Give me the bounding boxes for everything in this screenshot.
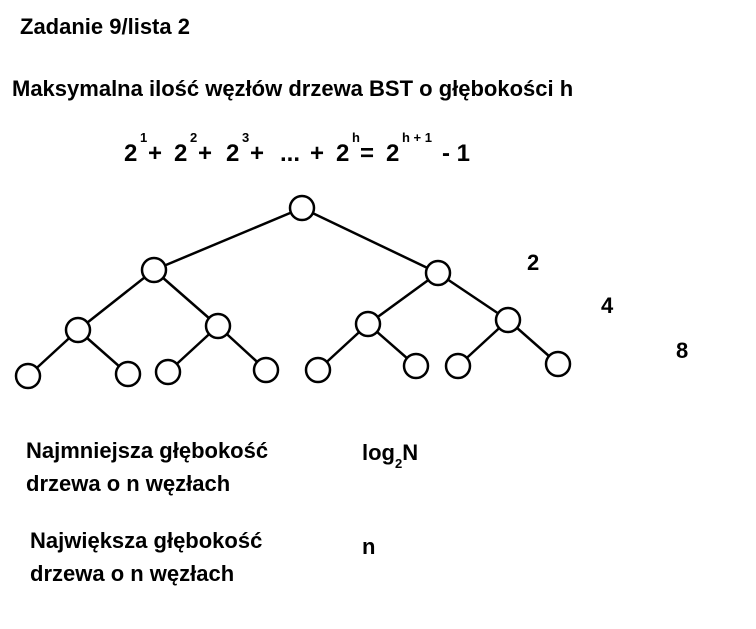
log-argument: N [402,440,419,465]
formula-base-1: 2 [124,140,138,167]
tree-node [114,360,142,388]
tree-nodes [14,194,572,390]
tree-node [288,194,316,222]
tree-node [64,316,92,344]
formula-op-3: + [250,140,265,167]
min-depth-label-line1: Najmniejsza głębokość [26,438,269,463]
max-depth-value: n [362,534,376,559]
formula-ellipsis: ... [280,140,301,167]
formula-base-2: 2 [174,140,188,167]
formula-exp-1: 1 [140,130,148,145]
page-title: Zadanie 9/lista 2 [20,14,190,39]
tree-node [494,306,522,334]
log-base: 2 [395,456,403,471]
formula: 2 1 + 2 2 + 2 3 + ... + 2 h = 2 h + 1 - … [124,130,544,170]
formula-exp-h1: h + 1 [402,130,432,145]
tree-node [424,259,452,287]
tree-node [154,358,182,386]
formula-op-2: + [198,140,213,167]
heading: Maksymalna ilość węzłów drzewa BST o głę… [12,76,574,101]
tree-edge [153,269,219,327]
formula-exp-3: 3 [242,130,250,145]
tree-node [544,350,572,378]
formula-exp-2: 2 [190,130,198,145]
tree-node [14,362,42,390]
max-depth-label: Największa głębokość drzewa o n węzłach [30,524,262,590]
formula-exp-h: h [352,130,360,145]
min-depth-value: log2N [362,440,419,471]
min-depth-label-line2: drzewa o n węzłach [26,471,231,496]
tree-edge [77,269,155,331]
formula-minus-one: - 1 [442,140,471,167]
tree-node [304,356,332,384]
max-depth-label-line2: drzewa o n węzłach [30,561,235,586]
tree-edge [437,271,509,322]
max-depth-label-line1: Największa głębokość [30,528,263,553]
tree-edges [27,206,559,377]
level-count-2: 2 [527,250,540,275]
tree-node [444,352,472,380]
formula-op-1: + [148,140,163,167]
min-depth-label: Najmniejsza głębokość drzewa o n węzłach [26,434,268,500]
level-count-4: 4 [601,293,614,318]
log-text: log [362,440,395,465]
formula-op-4: + [310,140,325,167]
formula-base-h1: 2 [386,140,400,167]
tree-node [140,256,168,284]
tree-edge [301,206,439,275]
tree-edge [367,271,439,326]
formula-equals: = [360,140,375,167]
tree-node [402,352,430,380]
formula-base-3: 2 [226,140,240,167]
tree-node [252,356,280,384]
tree-node [204,312,232,340]
tree-edge [153,206,303,272]
level-count-8: 8 [676,338,689,363]
formula-base-h: 2 [336,140,350,167]
tree-node [354,310,382,338]
